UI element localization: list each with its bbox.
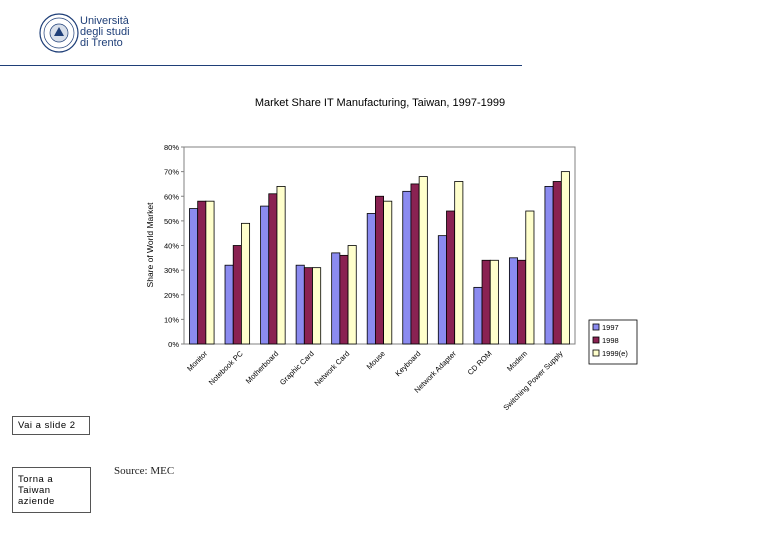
bar-1998 xyxy=(339,254,349,345)
y-tick-label: 30% xyxy=(164,266,179,275)
bar-1999e xyxy=(418,176,428,345)
button-line: Taiwan xyxy=(18,485,51,496)
y-tick-label: 0% xyxy=(168,340,179,349)
bar-1999e xyxy=(489,259,499,345)
bar-1999e xyxy=(312,267,322,345)
y-tick-label: 50% xyxy=(164,217,179,226)
bar-1999e xyxy=(525,210,535,345)
legend-label: 1997 xyxy=(602,323,619,332)
bar-1999e xyxy=(560,171,570,345)
bar-1998 xyxy=(481,259,491,345)
legend-label: 1998 xyxy=(602,336,619,345)
bar-1997 xyxy=(473,286,483,345)
x-tick-label: Notebook PC xyxy=(207,349,245,387)
bar-1998 xyxy=(446,210,456,345)
bar-1998 xyxy=(268,193,278,345)
bar-1998 xyxy=(552,181,562,345)
y-axis-label: Share of World Market xyxy=(145,202,155,288)
x-tick-label: Motherboard xyxy=(244,349,280,385)
logo-line: Università xyxy=(80,15,129,27)
button-line: aziende xyxy=(18,496,55,507)
legend-swatch xyxy=(592,323,600,331)
button-line: Torna a xyxy=(18,474,54,485)
source-note: Source: MEC xyxy=(114,465,175,477)
x-tick-label: Modem xyxy=(505,349,529,373)
bar-1997 xyxy=(224,264,234,345)
y-tick-label: 10% xyxy=(164,315,179,324)
university-name: Università degli studi di Trento xyxy=(80,16,130,49)
x-tick-label: Monitor xyxy=(185,349,209,373)
bar-1997 xyxy=(366,213,376,345)
legend-swatch xyxy=(592,349,600,357)
bar-1997 xyxy=(331,252,341,345)
bar-1998 xyxy=(232,245,242,345)
chart-title: Market Share IT Manufacturing, Taiwan, 1… xyxy=(255,97,505,109)
goto-slide-2-button[interactable]: Vai a slide 2 xyxy=(12,416,90,435)
logo-line: degli studi xyxy=(80,26,130,38)
header-divider xyxy=(0,65,522,66)
university-seal-icon xyxy=(39,13,79,53)
bar-1999e xyxy=(383,200,393,345)
x-tick-label: Switching Power Supply xyxy=(501,349,564,412)
legend-swatch xyxy=(592,336,600,344)
bar-1999e xyxy=(241,222,251,345)
bar-1998 xyxy=(410,183,420,345)
y-tick-label: 40% xyxy=(164,242,179,251)
legend-label: 1999(e) xyxy=(602,349,628,358)
bar-1999e xyxy=(347,245,357,345)
bar-1998 xyxy=(197,200,207,345)
bar-1997 xyxy=(437,235,447,345)
y-tick-label: 20% xyxy=(164,291,179,300)
bar-1999e xyxy=(276,185,286,345)
bar-1998 xyxy=(374,195,384,345)
bar-1997 xyxy=(295,264,305,345)
bar-1998 xyxy=(303,267,313,345)
back-to-taiwan-companies-button[interactable]: Torna a Taiwan aziende xyxy=(12,467,91,513)
bar-1997 xyxy=(260,205,270,345)
bar-1999e xyxy=(454,181,464,345)
y-tick-label: 80% xyxy=(164,143,179,152)
bar-1997 xyxy=(189,208,199,345)
bar-1997 xyxy=(544,185,554,345)
y-tick-label: 60% xyxy=(164,192,179,201)
x-tick-label: CD ROM xyxy=(466,349,494,377)
bar-1998 xyxy=(517,259,527,345)
bar-1999e xyxy=(205,200,215,345)
bar-1997 xyxy=(508,257,518,345)
x-tick-label: Network Card xyxy=(313,349,352,388)
x-tick-label: Graphic Card xyxy=(278,349,316,387)
logo-line: di Trento xyxy=(80,37,123,49)
bar-1997 xyxy=(402,190,412,345)
x-tick-label: Mouse xyxy=(365,349,387,371)
y-tick-label: 70% xyxy=(164,168,179,177)
x-tick-label: Keyboard xyxy=(393,349,422,378)
